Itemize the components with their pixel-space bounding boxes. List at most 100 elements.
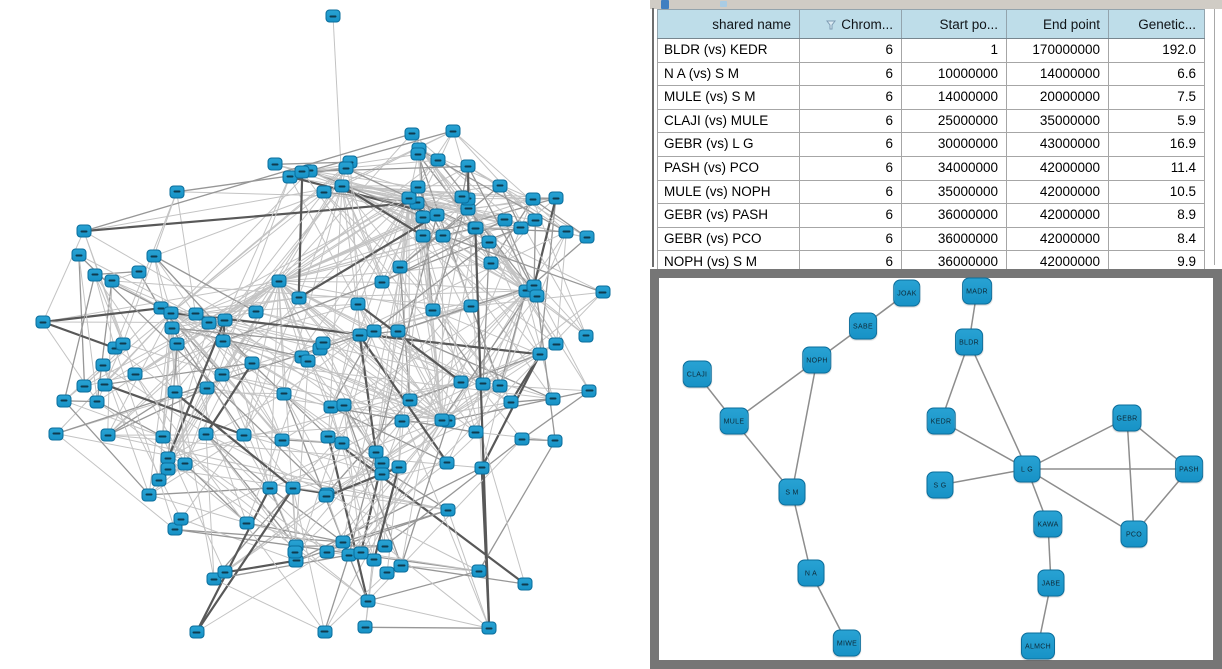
column-header-genetic[interactable]: Genetic...: [1108, 9, 1205, 39]
ortho-network-node[interactable]: [334, 179, 350, 193]
ortho-network-node[interactable]: [291, 291, 307, 305]
ortho-network-node[interactable]: [316, 185, 332, 199]
ortho-network-node[interactable]: [100, 428, 116, 442]
ortho-network-node[interactable]: [475, 377, 491, 391]
node-n-a[interactable]: N A: [797, 559, 825, 587]
edge-noph-s-m[interactable]: [791, 359, 818, 493]
ortho-network-node[interactable]: [445, 124, 461, 138]
ortho-network-node[interactable]: [481, 235, 497, 249]
ortho-network-node[interactable]: [578, 329, 594, 343]
table-row[interactable]: BLDR (vs) KEDR 6 1 170000000 192.0: [657, 38, 1205, 63]
ortho-network-node[interactable]: [460, 159, 476, 173]
ortho-network-node[interactable]: [285, 481, 301, 495]
ortho-network-node[interactable]: [503, 395, 519, 409]
ortho-network-node[interactable]: [415, 210, 431, 224]
node-s-g[interactable]: S G: [926, 471, 954, 499]
ortho-network-node[interactable]: [402, 393, 418, 407]
ortho-network-node[interactable]: [315, 336, 331, 350]
ortho-network-node[interactable]: [199, 381, 215, 395]
ortho-network-node[interactable]: [439, 456, 455, 470]
ortho-network-node[interactable]: [434, 413, 450, 427]
ortho-network-node[interactable]: [366, 553, 382, 567]
ortho-network-node[interactable]: [392, 260, 408, 274]
ortho-network-node[interactable]: [141, 488, 157, 502]
ortho-network-node[interactable]: [513, 221, 529, 235]
ortho-network-node[interactable]: [95, 358, 111, 372]
node-kedr[interactable]: KEDR: [926, 407, 956, 435]
node-bldr[interactable]: BLDR: [955, 328, 983, 356]
ortho-network-node[interactable]: [198, 427, 214, 441]
ortho-network-node[interactable]: [366, 324, 382, 338]
ortho-network-node[interactable]: [236, 428, 252, 442]
ortho-network-node[interactable]: [188, 307, 203, 321]
ortho-network-node[interactable]: [89, 395, 105, 409]
ortho-network-node[interactable]: [350, 297, 366, 311]
ortho-network-node[interactable]: [320, 430, 336, 444]
ortho-network-node[interactable]: [514, 432, 530, 446]
node-jabe[interactable]: JABE: [1037, 569, 1065, 597]
ortho-network-node[interactable]: [338, 161, 354, 175]
ortho-network-node[interactable]: [334, 436, 350, 450]
edge-gebr-pco[interactable]: [1126, 417, 1135, 535]
ortho-network-node[interactable]: [492, 379, 508, 393]
ortho-network-node[interactable]: [267, 157, 283, 171]
ortho-network-node[interactable]: [390, 324, 406, 338]
ortho-network-node[interactable]: [527, 213, 543, 227]
ortho-network-node[interactable]: [529, 289, 545, 303]
ortho-network-node[interactable]: [468, 425, 484, 439]
ortho-network-node[interactable]: [76, 224, 92, 238]
ortho-network-node[interactable]: [481, 621, 497, 635]
ortho-network-node[interactable]: [595, 285, 611, 299]
ortho-network-node[interactable]: [115, 337, 131, 351]
ortho-network-node[interactable]: [173, 512, 189, 526]
table-row[interactable]: GEBR (vs) L G 6 30000000 43000000 16.9: [657, 132, 1205, 157]
ortho-network-node[interactable]: [579, 230, 595, 244]
edge-kedr-l-g[interactable]: [940, 420, 1028, 470]
column-header-start-po[interactable]: Start po...: [901, 9, 1007, 39]
node-miwe[interactable]: MIWE: [832, 629, 862, 657]
ortho-network-node[interactable]: [453, 375, 469, 389]
ortho-network-node[interactable]: [468, 221, 484, 235]
ortho-network-node[interactable]: [336, 398, 352, 412]
ortho-network-node[interactable]: [415, 229, 431, 243]
ortho-network-node[interactable]: [581, 384, 597, 398]
ortho-network-node[interactable]: [401, 191, 417, 205]
ortho-network-node[interactable]: [248, 305, 264, 319]
table-row[interactable]: PASH (vs) PCO 6 34000000 42000000 11.4: [657, 155, 1205, 181]
ortho-network-node[interactable]: [435, 229, 451, 242]
ortho-network-node[interactable]: [276, 387, 292, 401]
ortho-network-node[interactable]: [525, 192, 541, 206]
table-row[interactable]: GEBR (vs) PASH 6 36000000 42000000 8.9: [657, 203, 1205, 228]
ortho-network-node[interactable]: [483, 256, 499, 270]
edge-l-g-gebr[interactable]: [1026, 417, 1128, 470]
ortho-network-node[interactable]: [318, 489, 334, 503]
node-sabe[interactable]: SABE: [849, 312, 877, 340]
ortho-network-node[interactable]: [169, 185, 185, 199]
ortho-network-node[interactable]: [463, 299, 479, 313]
ortho-network-node[interactable]: [131, 265, 147, 279]
ortho-network-node[interactable]: [319, 545, 335, 559]
ortho-network-node[interactable]: [440, 503, 456, 517]
ortho-network-node[interactable]: [48, 427, 64, 441]
ortho-network-node[interactable]: [169, 337, 185, 351]
ortho-network-node[interactable]: [155, 430, 171, 444]
ortho-network-node[interactable]: [430, 153, 446, 167]
ortho-network-node[interactable]: [294, 165, 310, 179]
ortho-network-node[interactable]: [167, 385, 183, 399]
ortho-network-node[interactable]: [217, 313, 233, 327]
ortho-network-node[interactable]: [146, 249, 162, 263]
ortho-network-node[interactable]: [352, 328, 368, 342]
node-l-g[interactable]: L G: [1013, 455, 1041, 483]
small-network-panel[interactable]: JOAK MADR SABE BLDR NOPH CLAJI GEBR MULE KEDR L G…: [650, 269, 1222, 669]
table-row[interactable]: MULE (vs) S M 6 14000000 20000000 7.5: [657, 85, 1205, 110]
node-noph[interactable]: NOPH: [802, 346, 832, 374]
ortho-network-node[interactable]: [239, 516, 255, 530]
ortho-network-node[interactable]: [394, 414, 410, 428]
ortho-network-node[interactable]: [201, 316, 217, 330]
node-joak[interactable]: JOAK: [893, 279, 921, 307]
node-kawa[interactable]: KAWA: [1033, 510, 1063, 538]
ortho-network-node[interactable]: [393, 559, 409, 573]
ortho-network-node[interactable]: [317, 625, 332, 639]
ortho-network-node[interactable]: [360, 594, 376, 608]
ortho-network-node[interactable]: [379, 566, 395, 580]
